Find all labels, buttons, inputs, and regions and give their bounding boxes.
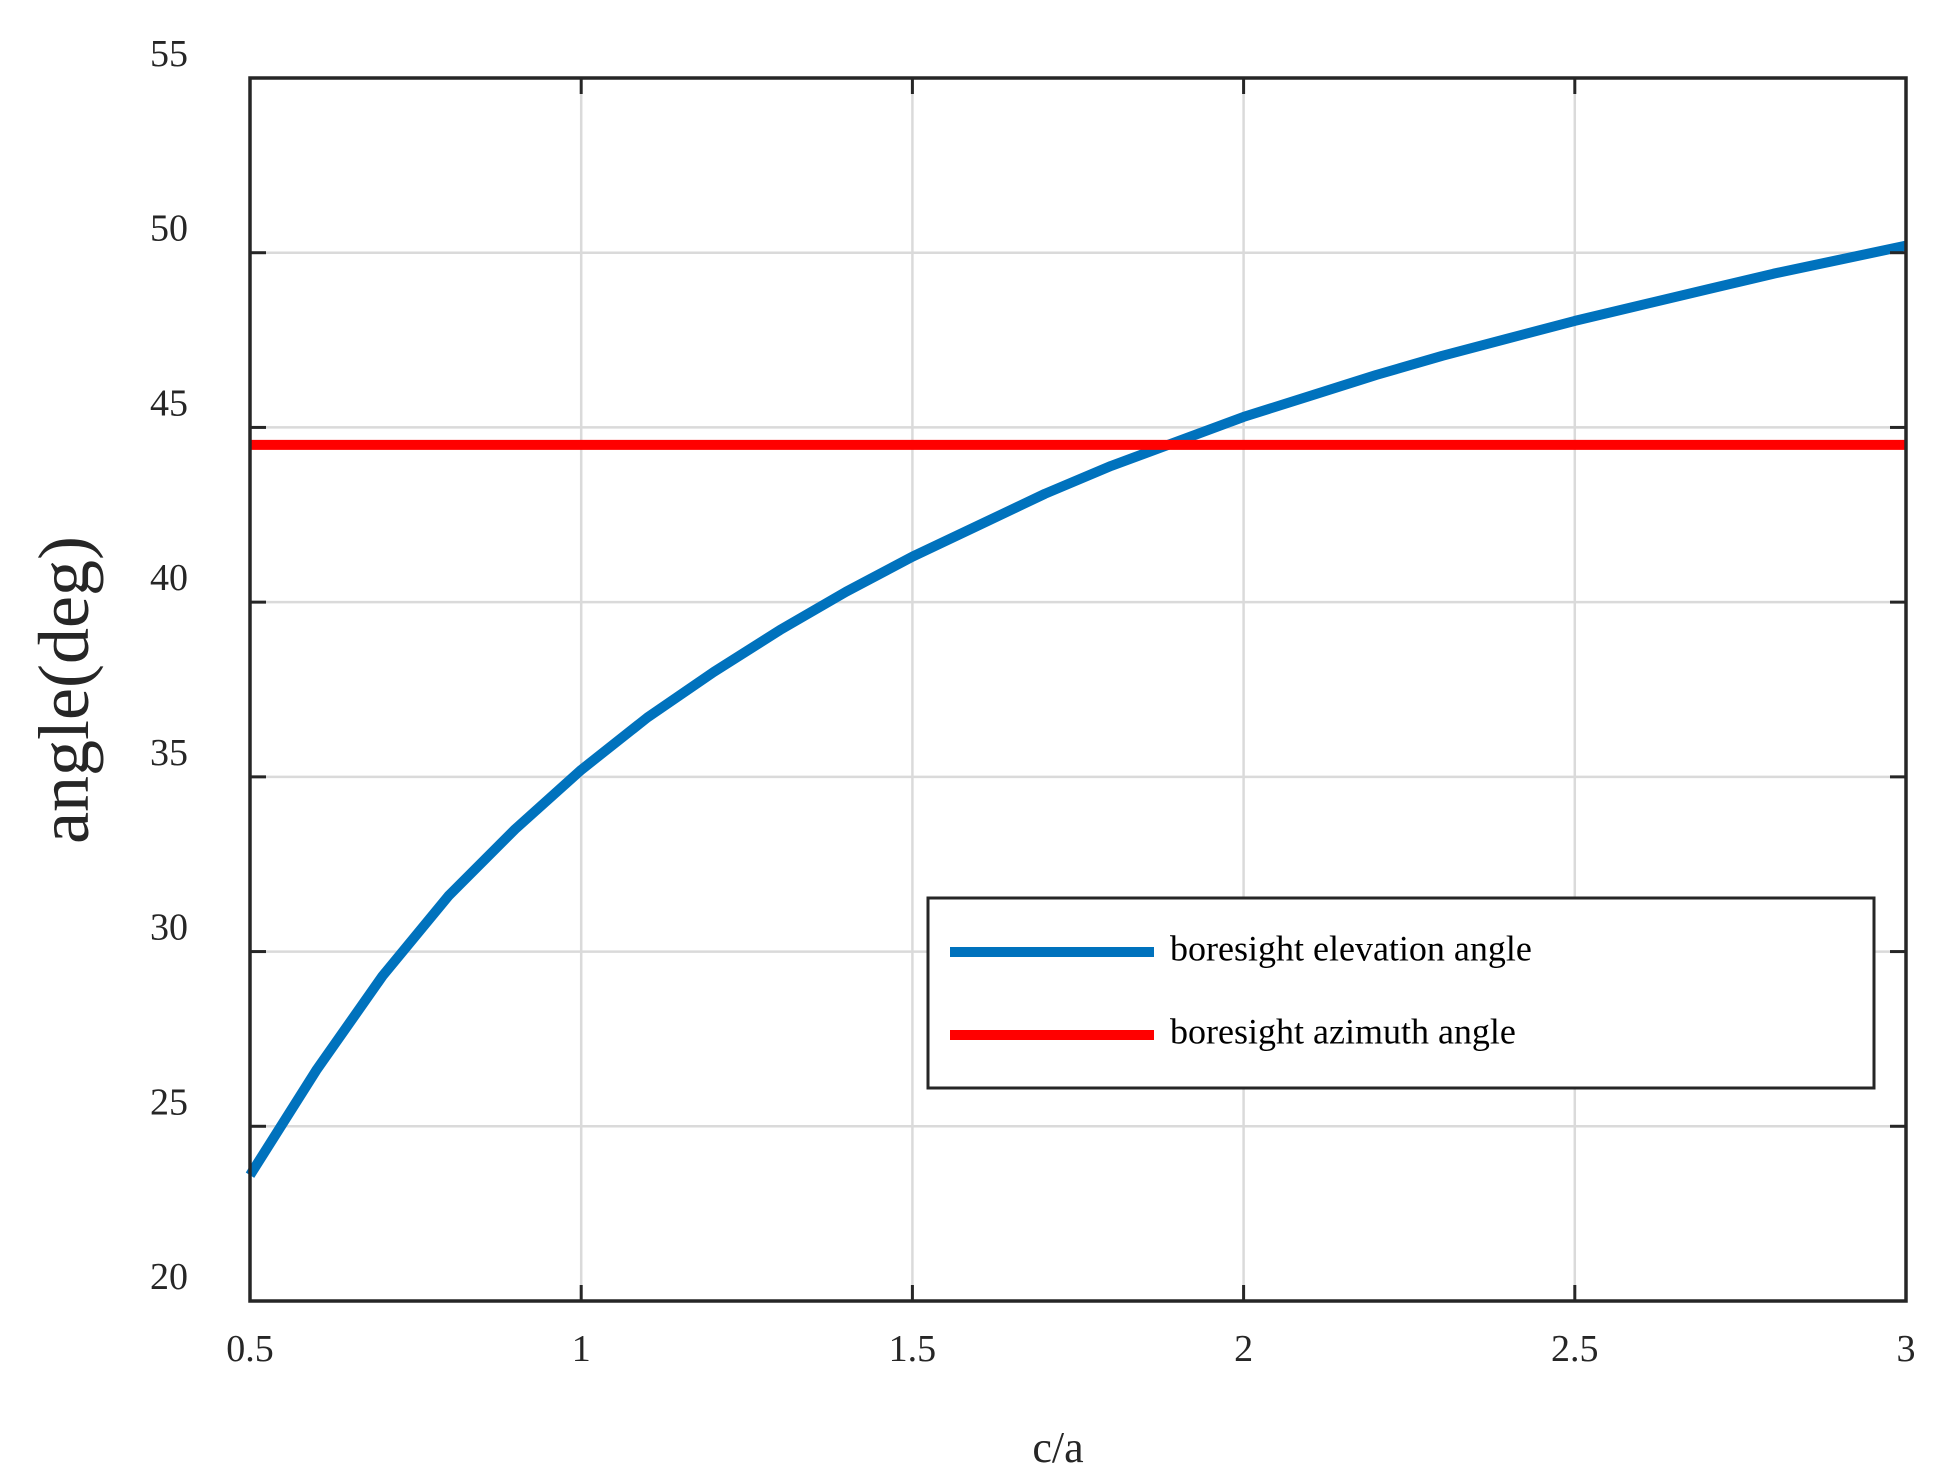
x-tick-label: 1.5 xyxy=(889,1328,937,1370)
y-tick-label: 35 xyxy=(150,732,188,774)
plot-lines xyxy=(245,240,1908,1178)
legend-label-azimuth: boresight azimuth angle xyxy=(1170,1011,1516,1051)
x-tick-label: 3 xyxy=(1897,1328,1916,1370)
tick-labels: 0.5 1 1.5 2 2.5 3 20 25 30 35 40 45 50 55 xyxy=(150,33,1916,1370)
y-tick-label: 40 xyxy=(150,557,188,599)
y-tick-label: 55 xyxy=(150,33,188,75)
x-tick-label: 2.5 xyxy=(1551,1328,1599,1370)
plot-area-background xyxy=(250,78,1906,1301)
ticks xyxy=(248,76,1908,1303)
y-axis-label: angle(deg) xyxy=(24,536,104,844)
y-tick-label: 45 xyxy=(150,382,188,424)
x-tick-label: 0.5 xyxy=(226,1328,274,1370)
legend-box xyxy=(926,896,1876,1090)
x-tick-label: 1 xyxy=(572,1328,591,1370)
legend: boresight elevation angle boresight azim… xyxy=(926,896,1876,1090)
y-tick-label: 50 xyxy=(150,208,188,250)
series-line-elevation xyxy=(245,240,1908,1178)
x-tick-label: 2 xyxy=(1234,1328,1253,1370)
axes-box xyxy=(248,76,1908,1303)
y-tick-label: 25 xyxy=(150,1081,188,1123)
y-tick-label: 20 xyxy=(150,1256,188,1298)
y-tick-label: 30 xyxy=(150,907,188,949)
legend-label-elevation: boresight elevation angle xyxy=(1170,928,1532,968)
x-axis-label: c/a xyxy=(1032,1423,1083,1472)
